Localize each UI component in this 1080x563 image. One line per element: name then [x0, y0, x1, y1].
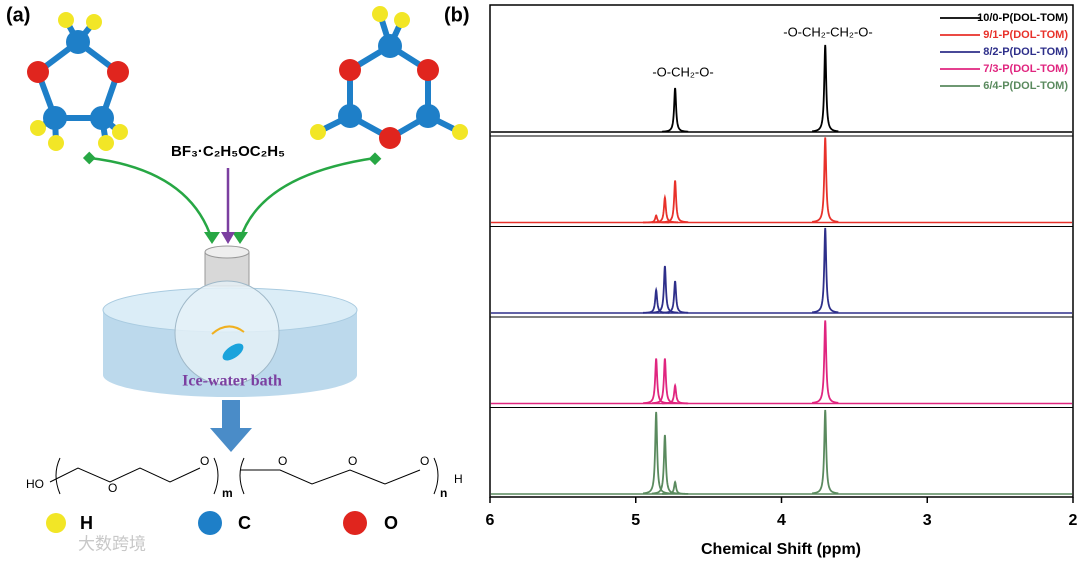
peak: [661, 382, 689, 405]
x-tick-label: 2: [1069, 512, 1078, 529]
peak: [812, 137, 839, 223]
peak: [811, 44, 839, 133]
formula-text: n: [440, 486, 447, 500]
polymer-formula: HO O O m O O O n H: [26, 454, 463, 500]
peak: [661, 480, 689, 495]
legend-label: 8/2-P(DOL-TOM): [983, 46, 1068, 58]
bath-label: Ice-water bath: [182, 373, 282, 390]
legend-label: 7/3-P(DOL-TOM): [983, 63, 1068, 75]
peak: [642, 286, 670, 314]
plot-frame: [489, 4, 1074, 498]
peak: [651, 265, 679, 314]
x-tick-label: 4: [777, 512, 786, 529]
peak: [812, 320, 839, 404]
legend-label: H: [80, 513, 93, 533]
tom-molecule: [310, 6, 468, 149]
down-arrow: [210, 400, 252, 452]
annotation: -O-CH₂-CH₂-O-: [783, 24, 873, 39]
panel-label: (a): [6, 4, 30, 26]
peak: [661, 280, 689, 314]
peak: [812, 227, 839, 314]
formula-text: O: [108, 481, 117, 495]
x-tick-label: 5: [631, 512, 640, 529]
peak: [651, 358, 679, 405]
legend-label: 10/0-P(DOL-TOM): [977, 12, 1068, 24]
formula-text: O: [200, 454, 209, 468]
legend-label: 9/1-P(DOL-TOM): [983, 29, 1068, 41]
legend-label: C: [238, 513, 251, 533]
x-tick-label: 6: [486, 512, 495, 529]
legend-label: 6/4-P(DOL-TOM): [983, 80, 1068, 92]
formula-text: H: [454, 472, 463, 486]
peak: [661, 180, 689, 224]
formula-text: HO: [26, 477, 44, 491]
formula-text: O: [278, 454, 287, 468]
peak: [651, 193, 679, 224]
annotation: -O-CH₂-O-: [652, 64, 713, 79]
formula-text: O: [348, 454, 357, 468]
peak: [651, 434, 679, 495]
x-axis-label: Chemical Shift (ppm): [701, 541, 861, 558]
watermark: 大数跨境: [78, 534, 146, 553]
panel-label: (b): [444, 4, 470, 26]
peak: [812, 409, 839, 495]
peak: [661, 87, 689, 133]
ice-bath: [102, 245, 358, 397]
x-tick-label: 3: [923, 512, 932, 529]
dol-molecule: [27, 12, 129, 151]
formula-text: O: [420, 454, 429, 468]
catalyst-label: BF₃·C₂H₅OC₂H₅: [171, 143, 285, 160]
formula-text: m: [222, 486, 233, 500]
arrows: [82, 151, 382, 244]
peak: [642, 411, 670, 495]
legend-label: O: [384, 513, 398, 533]
atom-legend: H C O: [46, 511, 398, 535]
